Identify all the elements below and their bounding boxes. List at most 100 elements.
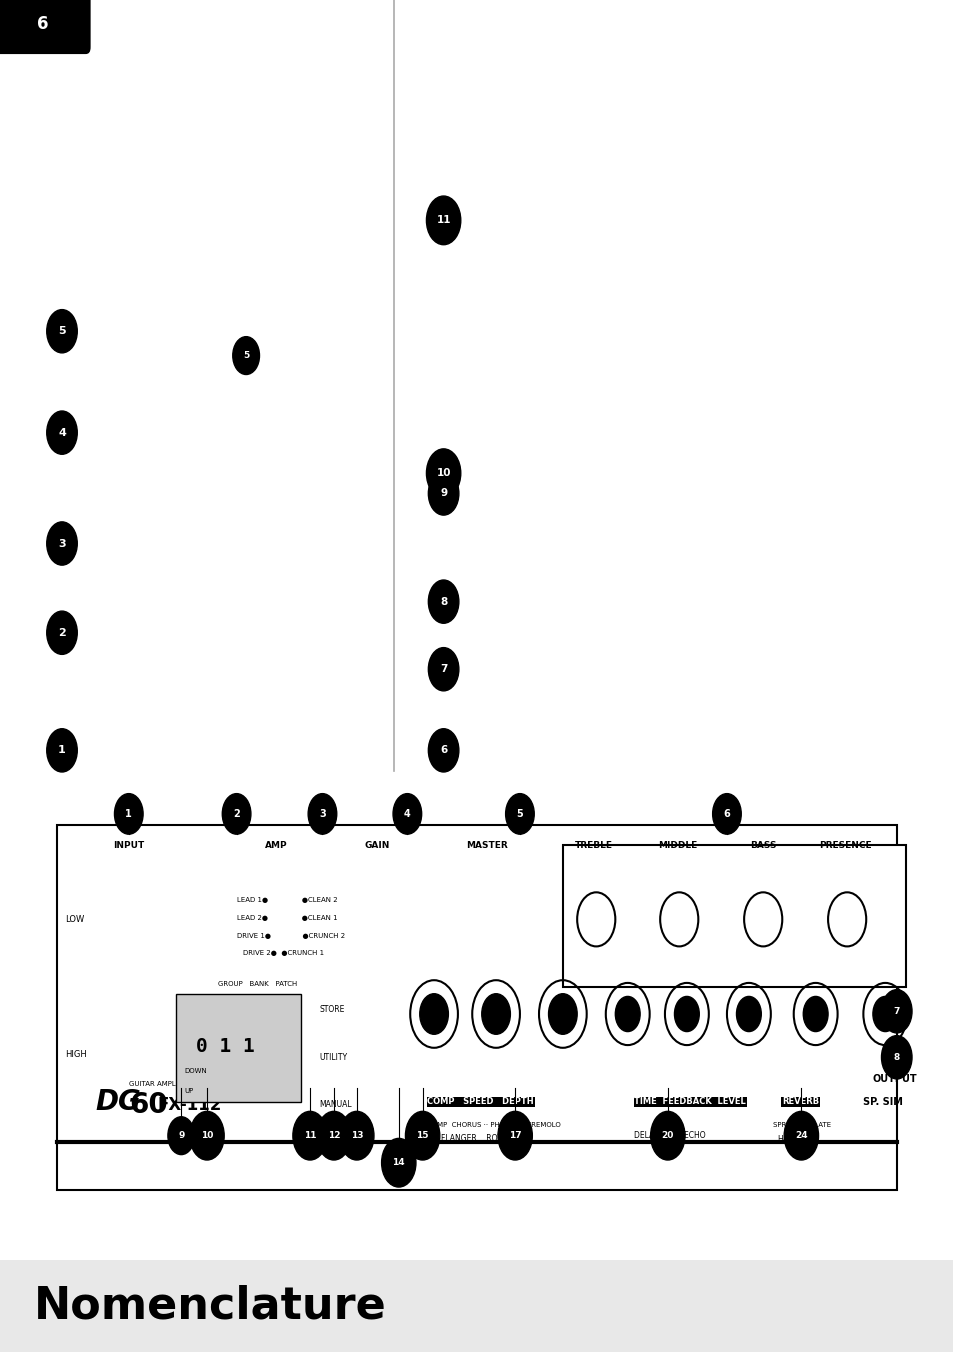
Text: 8: 8 bbox=[893, 1053, 899, 1061]
Text: DG: DG bbox=[95, 1088, 141, 1115]
Circle shape bbox=[233, 337, 259, 375]
Text: 1: 1 bbox=[125, 808, 132, 819]
Circle shape bbox=[615, 996, 639, 1032]
Circle shape bbox=[872, 996, 897, 1032]
Text: DRIVE 1●              ●CRUNCH 2: DRIVE 1● ●CRUNCH 2 bbox=[236, 933, 344, 938]
Text: 7: 7 bbox=[893, 1007, 899, 1015]
Text: 2: 2 bbox=[233, 808, 240, 819]
Text: UTILITY: UTILITY bbox=[319, 1053, 347, 1061]
Text: SP. SIM: SP. SIM bbox=[862, 1096, 902, 1107]
Text: UP: UP bbox=[184, 1088, 193, 1094]
Text: 9: 9 bbox=[178, 1132, 184, 1140]
Circle shape bbox=[505, 794, 534, 834]
Text: FLANGER    ROTARY: FLANGER ROTARY bbox=[440, 1134, 516, 1142]
Circle shape bbox=[190, 1111, 224, 1160]
Text: GUITAR AMPLIFIER: GUITAR AMPLIFIER bbox=[129, 1082, 193, 1087]
Text: Nomenclature: Nomenclature bbox=[33, 1284, 386, 1328]
Text: SPRING  ·  PLATE: SPRING · PLATE bbox=[772, 1122, 830, 1128]
Text: 3: 3 bbox=[318, 808, 326, 819]
Circle shape bbox=[428, 472, 458, 515]
Text: MIDDLE: MIDDLE bbox=[657, 841, 697, 849]
Circle shape bbox=[428, 729, 458, 772]
Circle shape bbox=[47, 729, 77, 772]
Text: HIGH: HIGH bbox=[65, 1051, 87, 1059]
Text: 7: 7 bbox=[439, 664, 447, 675]
Text: 6: 6 bbox=[722, 808, 730, 819]
Circle shape bbox=[316, 1111, 351, 1160]
Circle shape bbox=[650, 1111, 684, 1160]
Text: DOWN: DOWN bbox=[184, 1068, 207, 1073]
Text: DELAY  TAPE ECHO: DELAY TAPE ECHO bbox=[634, 1132, 705, 1140]
FancyBboxPatch shape bbox=[562, 845, 905, 987]
Text: REVERB: REVERB bbox=[781, 1098, 819, 1106]
Text: 1: 1 bbox=[58, 745, 66, 756]
Text: 9: 9 bbox=[439, 488, 447, 499]
Text: PRESENCE: PRESENCE bbox=[818, 841, 871, 849]
Circle shape bbox=[381, 1138, 416, 1187]
Circle shape bbox=[881, 1036, 911, 1079]
Text: HALL: HALL bbox=[777, 1136, 796, 1144]
Circle shape bbox=[783, 1111, 818, 1160]
Circle shape bbox=[736, 996, 760, 1032]
Text: BASS: BASS bbox=[749, 841, 776, 849]
Circle shape bbox=[308, 794, 336, 834]
Text: MANUAL: MANUAL bbox=[319, 1101, 352, 1109]
Circle shape bbox=[674, 996, 699, 1032]
Circle shape bbox=[47, 611, 77, 654]
Text: LEAD 2●               ●CLEAN 1: LEAD 2● ●CLEAN 1 bbox=[236, 915, 336, 921]
Text: 3: 3 bbox=[58, 538, 66, 549]
Text: 11: 11 bbox=[436, 215, 451, 226]
Text: GROUP   BANK   PATCH: GROUP BANK PATCH bbox=[217, 982, 296, 987]
Circle shape bbox=[426, 449, 460, 498]
Text: 15: 15 bbox=[416, 1132, 429, 1140]
Text: 11: 11 bbox=[303, 1132, 316, 1140]
Text: 4: 4 bbox=[403, 808, 411, 819]
Circle shape bbox=[712, 794, 740, 834]
Text: 5: 5 bbox=[243, 352, 249, 360]
Text: 10: 10 bbox=[201, 1132, 213, 1140]
FancyBboxPatch shape bbox=[57, 825, 896, 1190]
FancyBboxPatch shape bbox=[0, 0, 91, 54]
Text: 8: 8 bbox=[439, 596, 447, 607]
Text: COMP   SPEED   DEPTH: COMP SPEED DEPTH bbox=[427, 1098, 534, 1106]
Circle shape bbox=[339, 1111, 374, 1160]
Text: TIME  FEEDBACK  LEVEL: TIME FEEDBACK LEVEL bbox=[634, 1098, 745, 1106]
Text: AMP: AMP bbox=[265, 841, 288, 849]
Text: STORE: STORE bbox=[319, 1006, 345, 1014]
Text: 14: 14 bbox=[392, 1159, 405, 1167]
Text: 12: 12 bbox=[327, 1132, 340, 1140]
Circle shape bbox=[47, 522, 77, 565]
Circle shape bbox=[222, 794, 251, 834]
Circle shape bbox=[393, 794, 421, 834]
Circle shape bbox=[47, 411, 77, 454]
Text: 0 1 1: 0 1 1 bbox=[195, 1037, 254, 1056]
Text: 5: 5 bbox=[58, 326, 66, 337]
Circle shape bbox=[47, 310, 77, 353]
Text: 10: 10 bbox=[436, 468, 451, 479]
Text: FX-112: FX-112 bbox=[157, 1095, 221, 1114]
Text: COMP  CHORUS ·· PHASER ·· TREMOLO: COMP CHORUS ·· PHASER ·· TREMOLO bbox=[427, 1122, 560, 1128]
Text: LOW: LOW bbox=[65, 915, 84, 923]
Circle shape bbox=[548, 994, 577, 1034]
Text: TREBLE: TREBLE bbox=[574, 841, 612, 849]
Circle shape bbox=[168, 1117, 194, 1155]
Circle shape bbox=[497, 1111, 532, 1160]
Circle shape bbox=[802, 996, 827, 1032]
Text: 6: 6 bbox=[439, 745, 447, 756]
Text: INPUT: INPUT bbox=[113, 841, 144, 849]
Text: LEAD 1●               ●CLEAN 2: LEAD 1● ●CLEAN 2 bbox=[236, 898, 336, 903]
Circle shape bbox=[293, 1111, 327, 1160]
Circle shape bbox=[428, 580, 458, 623]
Text: 13: 13 bbox=[350, 1132, 363, 1140]
Circle shape bbox=[428, 648, 458, 691]
Circle shape bbox=[881, 990, 911, 1033]
Text: MASTER: MASTER bbox=[465, 841, 507, 849]
Text: OUTPUT: OUTPUT bbox=[872, 1073, 917, 1084]
Circle shape bbox=[419, 994, 448, 1034]
Text: 24: 24 bbox=[794, 1132, 807, 1140]
FancyBboxPatch shape bbox=[176, 994, 300, 1102]
Circle shape bbox=[426, 196, 460, 245]
Text: 17: 17 bbox=[508, 1132, 521, 1140]
Circle shape bbox=[114, 794, 143, 834]
Text: 20: 20 bbox=[661, 1132, 673, 1140]
